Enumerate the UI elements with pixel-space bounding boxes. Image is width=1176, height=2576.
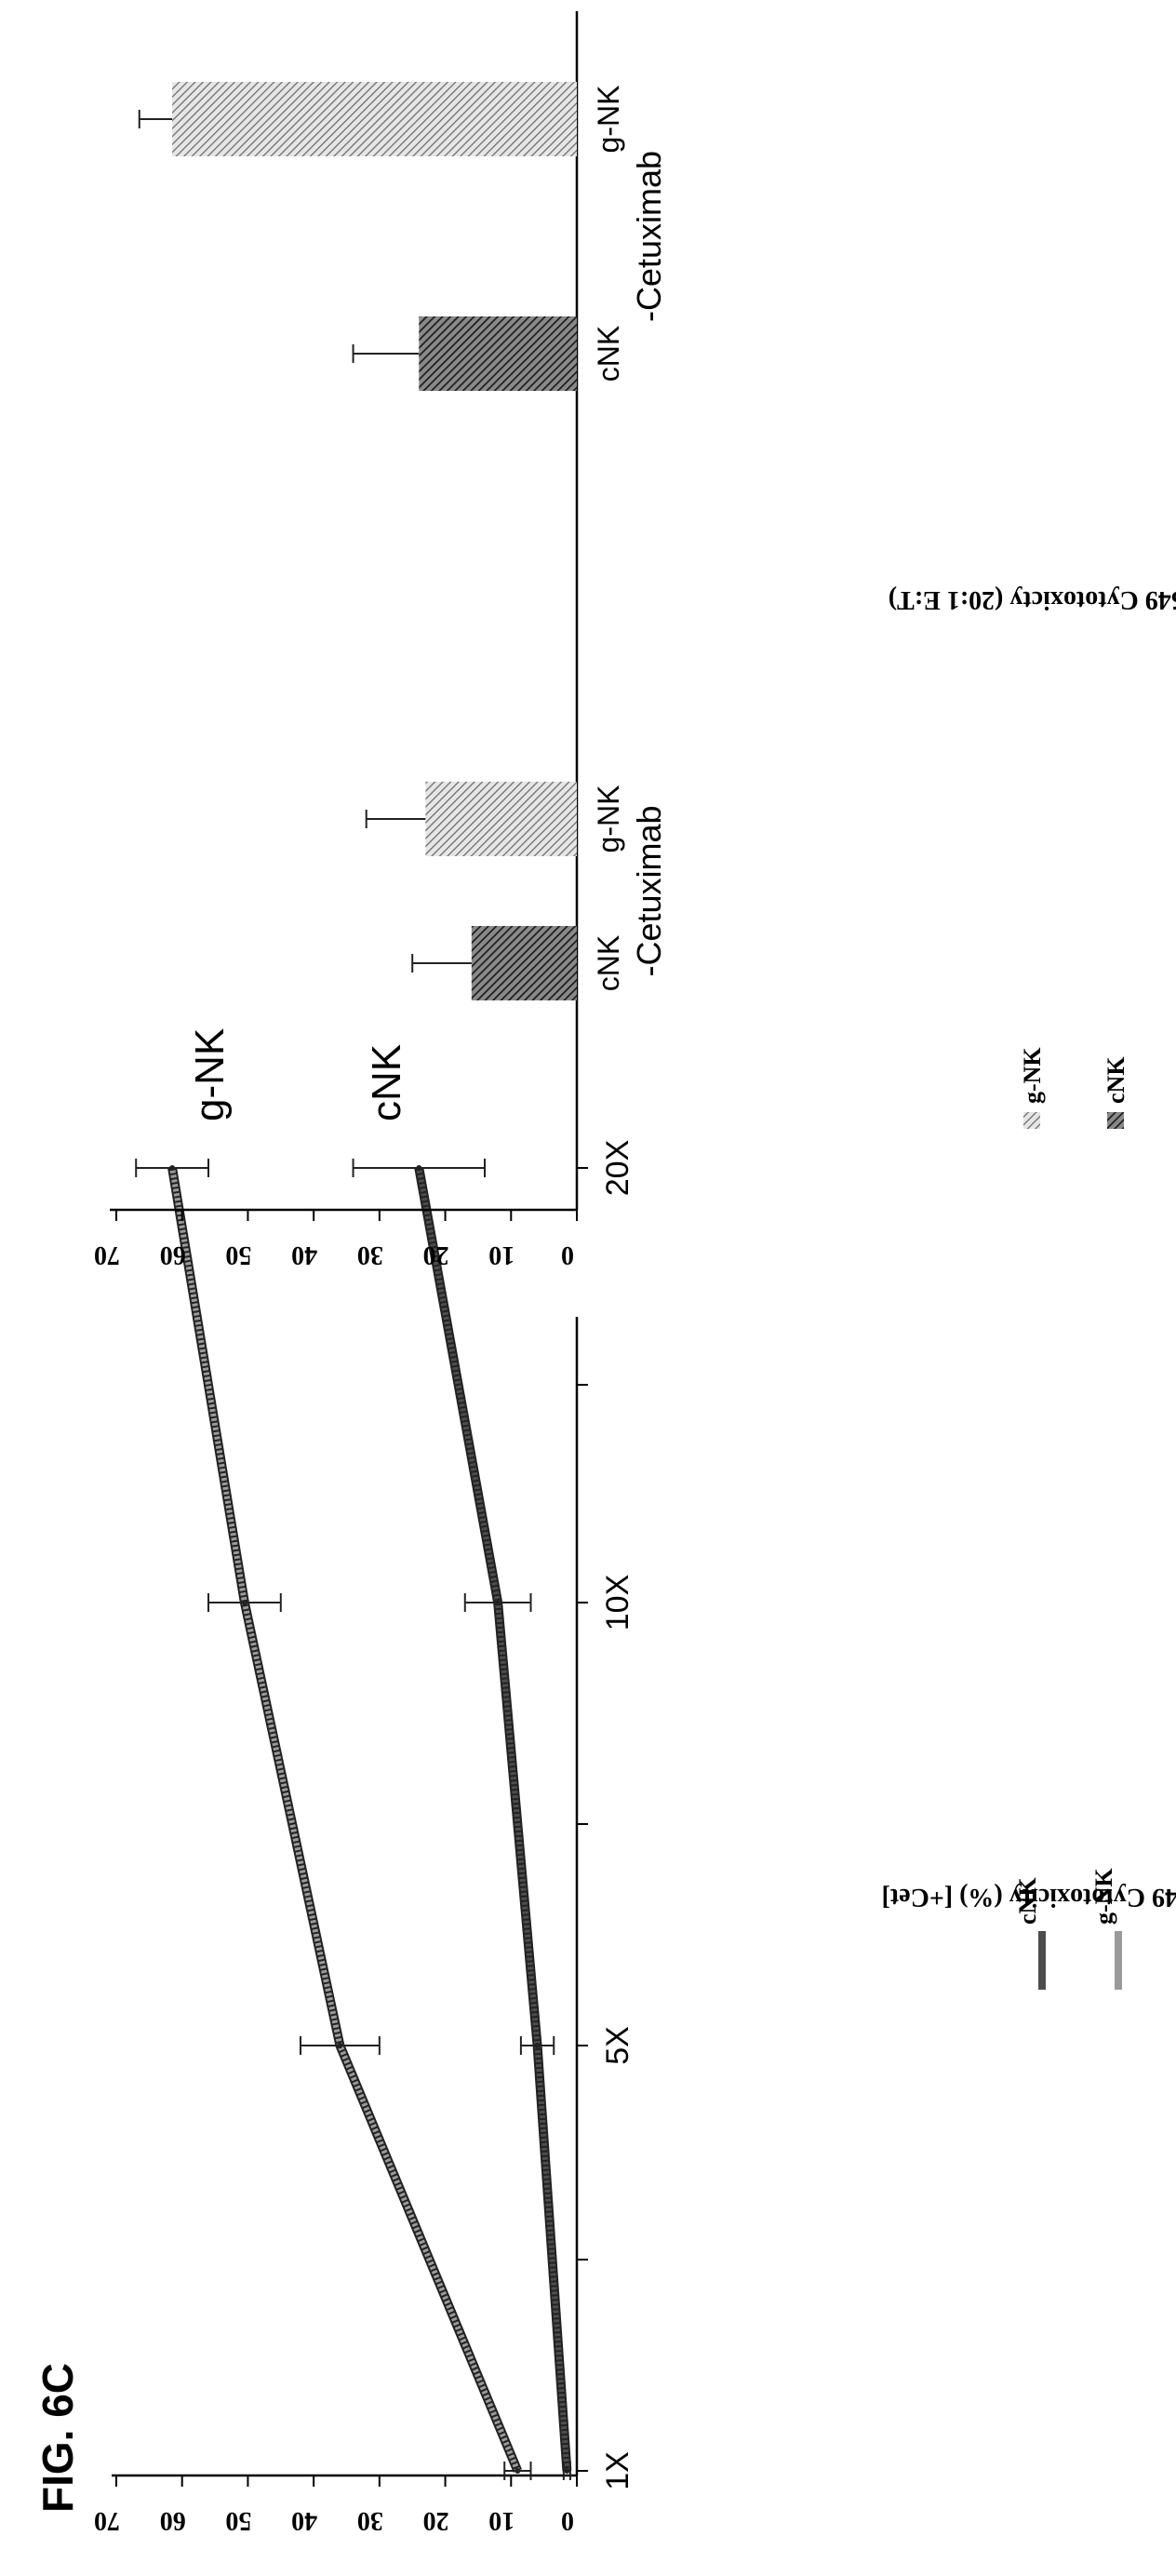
bar-0-g-nk bbox=[425, 782, 577, 856]
line-chart-y-axis-label: Anti-A549 Cytotoxicity (%) [+Cet] bbox=[882, 1883, 1176, 1912]
series-line-outline-g-nk bbox=[167, 1167, 522, 2473]
bar-1-cnk bbox=[419, 316, 577, 391]
legend-swatch-g-nk-bar bbox=[1023, 1112, 1040, 1129]
y-tick-label-40: 40 bbox=[291, 2506, 317, 2535]
figure-title: FIG. 6C bbox=[33, 2363, 82, 2513]
line-chart-x-ticks: 1X 5X 10X 20X bbox=[577, 1140, 635, 2490]
y-tick-label-0: 0 bbox=[561, 1241, 574, 1269]
x-tick-label-1-g-nk: g-NK bbox=[592, 86, 625, 154]
group-label-0: -Cetuximab bbox=[630, 805, 668, 976]
series-g-nk: g-NK bbox=[135, 1028, 532, 2480]
data-point-g-nk-20x bbox=[169, 1165, 176, 1171]
x-tick-label-0-g-nk: g-NK bbox=[592, 785, 625, 853]
y-tick-label-30: 30 bbox=[357, 1241, 383, 1269]
bar-group-0 bbox=[365, 782, 577, 1000]
data-point-cnk-5x bbox=[534, 2043, 541, 2048]
legend-swatch-c-nk-bar bbox=[1107, 1112, 1124, 1129]
y-tick-label-60: 60 bbox=[160, 2506, 186, 2535]
bar-1-g-nk bbox=[172, 82, 577, 156]
y-tick-label-40: 40 bbox=[291, 1241, 317, 1269]
x-tick-label-1x: 1X bbox=[600, 2451, 635, 2490]
y-tick-label-50: 50 bbox=[225, 2506, 251, 2535]
legend-label-g-nk-bar: g-NK bbox=[1019, 1047, 1046, 1104]
group-label-1: -Cetuximab bbox=[630, 151, 668, 322]
x-tick-label-10x: 10X bbox=[600, 1575, 635, 1631]
bar-chart-y-axis-label: Anti-A549 Cytotoxicty (20:1 E:T) bbox=[889, 585, 1176, 614]
data-point-cnk-1x bbox=[564, 2468, 570, 2474]
series-end-label-g-nk: g-NK bbox=[187, 1028, 233, 1121]
y-tick-label-10: 10 bbox=[488, 1241, 514, 1269]
series-line-cnk bbox=[416, 1167, 570, 2472]
line-chart-series: g-NK cNK bbox=[135, 1028, 572, 2480]
y-tick-label-60: 60 bbox=[160, 1241, 186, 1269]
x-tick-label-1-cnk: cNK bbox=[592, 326, 625, 382]
line-chart-legend: g-NK cNK bbox=[1014, 1868, 1122, 1990]
line-chart: 1X 5X 10X 20X 0 10 20 30 40 50 60 70 g-NK cNK Anti-… bbox=[94, 1028, 1176, 2535]
y-tick-label-0: 0 bbox=[561, 2506, 574, 2535]
legend-label-c-nk-bar: cNK bbox=[1102, 1056, 1129, 1104]
bar-chart-bars bbox=[138, 82, 577, 1000]
y-tick-label-10: 10 bbox=[488, 2506, 514, 2535]
y-tick-label-20: 20 bbox=[423, 1241, 449, 1269]
bar-chart-legend: cNK g-NK bbox=[1019, 1047, 1129, 1129]
y-tick-label-70: 70 bbox=[94, 1241, 120, 1269]
legend-label-c-nk: cNK bbox=[1014, 1877, 1041, 1925]
x-tick-label-0-cnk: cNK bbox=[592, 935, 625, 991]
y-tick-label-50: 50 bbox=[225, 1241, 251, 1269]
data-point-cnk-20x bbox=[416, 1165, 422, 1171]
series-end-label-cnk: cNK bbox=[364, 1044, 409, 1121]
bar-chart-y-ticks: 0 10 20 30 40 50 60 70 bbox=[94, 1210, 578, 1269]
y-tick-label-20: 20 bbox=[423, 2506, 449, 2535]
y-tick-label-70: 70 bbox=[94, 2506, 120, 2535]
x-tick-label-5x: 5X bbox=[600, 2026, 635, 2065]
line-chart-plot-area: 1X 5X 10X 20X 0 10 20 30 40 50 60 70 g-NK cNK bbox=[94, 1028, 635, 2535]
bar-group-1 bbox=[138, 82, 577, 391]
series-cnk: cNK bbox=[352, 1044, 572, 2480]
data-point-cnk-10x bbox=[495, 1600, 501, 1605]
bar-0-cnk bbox=[471, 926, 577, 1000]
data-point-g-nk-1x bbox=[514, 2468, 521, 2474]
data-point-g-nk-5x bbox=[337, 2043, 343, 2048]
y-tick-label-30: 30 bbox=[357, 2506, 383, 2535]
x-tick-label-20x: 20X bbox=[600, 1140, 635, 1197]
data-point-g-nk-10x bbox=[241, 1600, 247, 1605]
series-line-g-nk bbox=[169, 1167, 521, 2473]
series-line-outline-cnk bbox=[414, 1167, 572, 2472]
legend-label-g-nk: g-NK bbox=[1090, 1868, 1117, 1925]
line-chart-y-ticks: 0 10 20 30 40 50 60 70 bbox=[94, 2475, 578, 2535]
